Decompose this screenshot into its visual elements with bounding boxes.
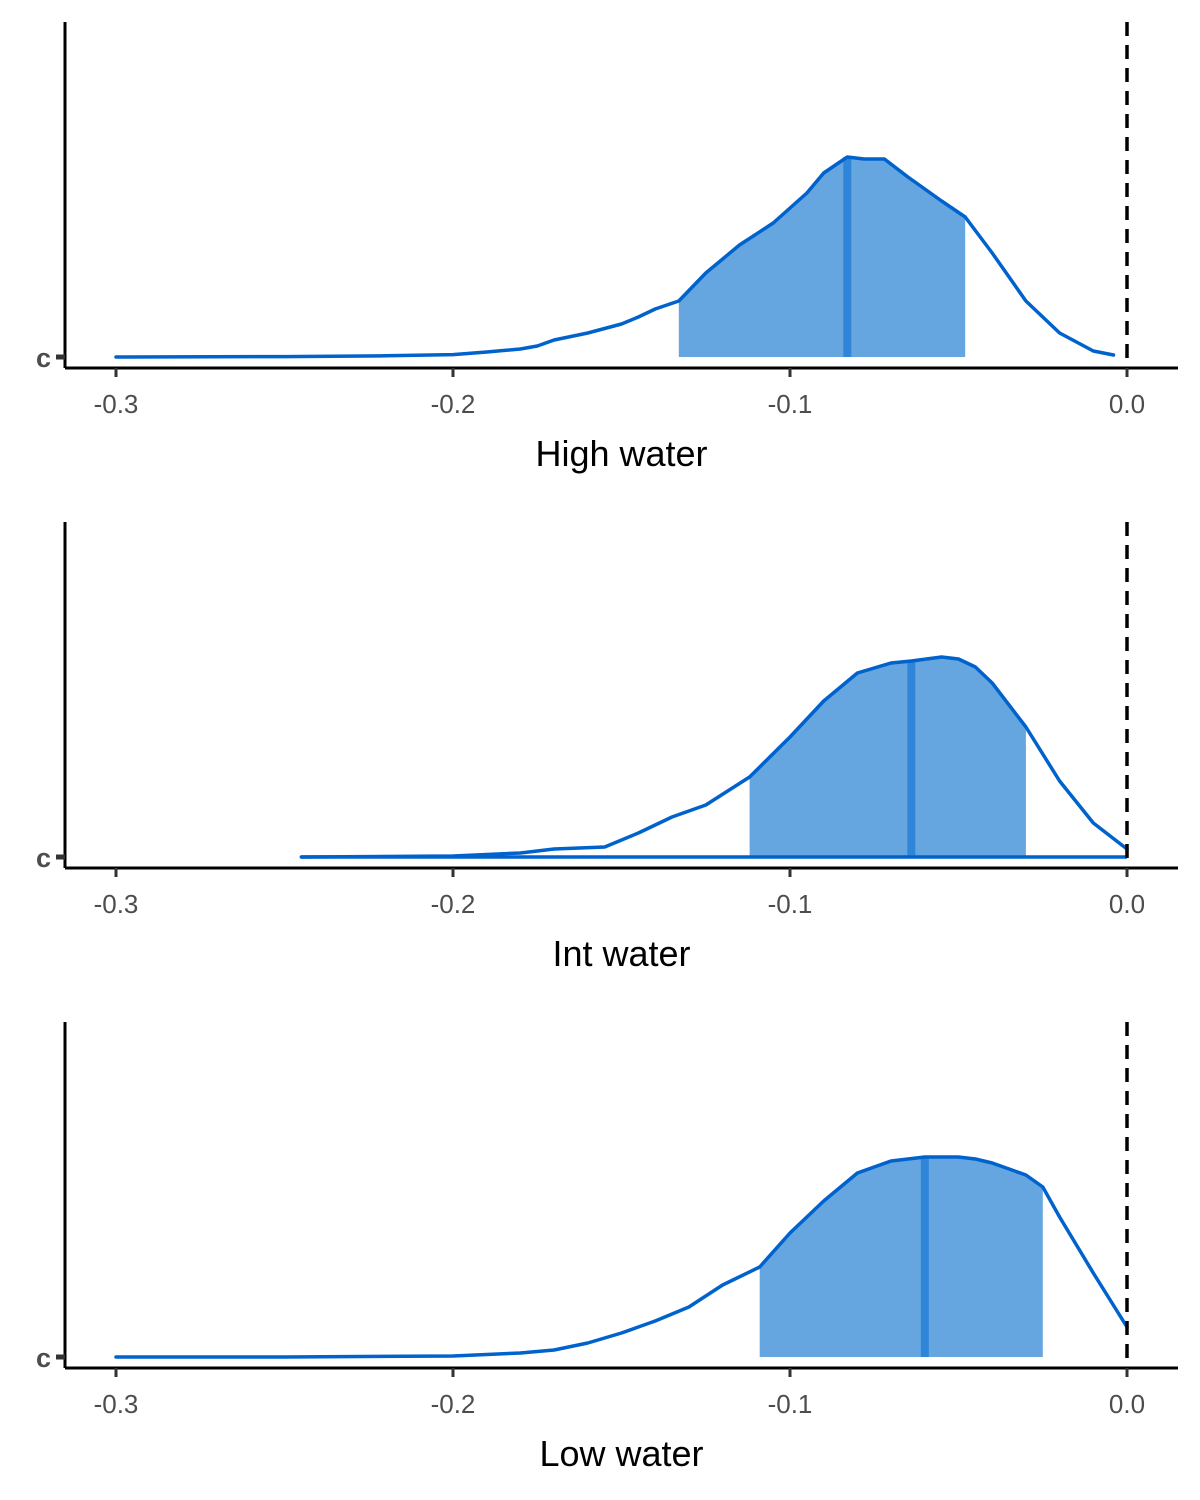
density-line — [114, 155, 1116, 359]
x-tick-label: -0.2 — [431, 1389, 476, 1419]
x-tick-label: -0.1 — [768, 389, 813, 419]
chart-panel-3: c -0.3 -0.2 -0.1 0.0 Low water — [36, 1022, 1178, 1474]
x-tick-label: 0.0 — [1109, 1389, 1145, 1419]
x-tick-label: -0.2 — [431, 889, 476, 919]
interval-area — [678, 157, 966, 357]
x-tick-label: -0.3 — [94, 389, 139, 419]
chart-panel-2: c -0.3 -0.2 -0.1 0.0 Int water — [36, 522, 1178, 974]
x-tick-label: -0.3 — [94, 1389, 139, 1419]
x-tick-label: -0.1 — [768, 889, 813, 919]
interval-area — [749, 657, 1026, 857]
x-axis-title: Int water — [552, 933, 690, 974]
y-tick-label: c — [36, 843, 51, 873]
x-axis-title: Low water — [539, 1433, 703, 1474]
y-tick-label: c — [36, 343, 51, 373]
density-line — [299, 655, 1129, 859]
y-tick-label: c — [36, 1343, 51, 1373]
x-axis-title: High water — [535, 433, 707, 474]
chart-panel-1: c -0.3 -0.2 -0.1 0.0 High water — [36, 22, 1178, 474]
x-tick-label: -0.1 — [768, 1389, 813, 1419]
x-tick-label: -0.3 — [94, 889, 139, 919]
density-line — [114, 1155, 1129, 1359]
x-tick-label: -0.2 — [431, 389, 476, 419]
x-tick-label: 0.0 — [1109, 889, 1145, 919]
x-tick-label: 0.0 — [1109, 389, 1145, 419]
interval-area — [759, 1157, 1043, 1357]
